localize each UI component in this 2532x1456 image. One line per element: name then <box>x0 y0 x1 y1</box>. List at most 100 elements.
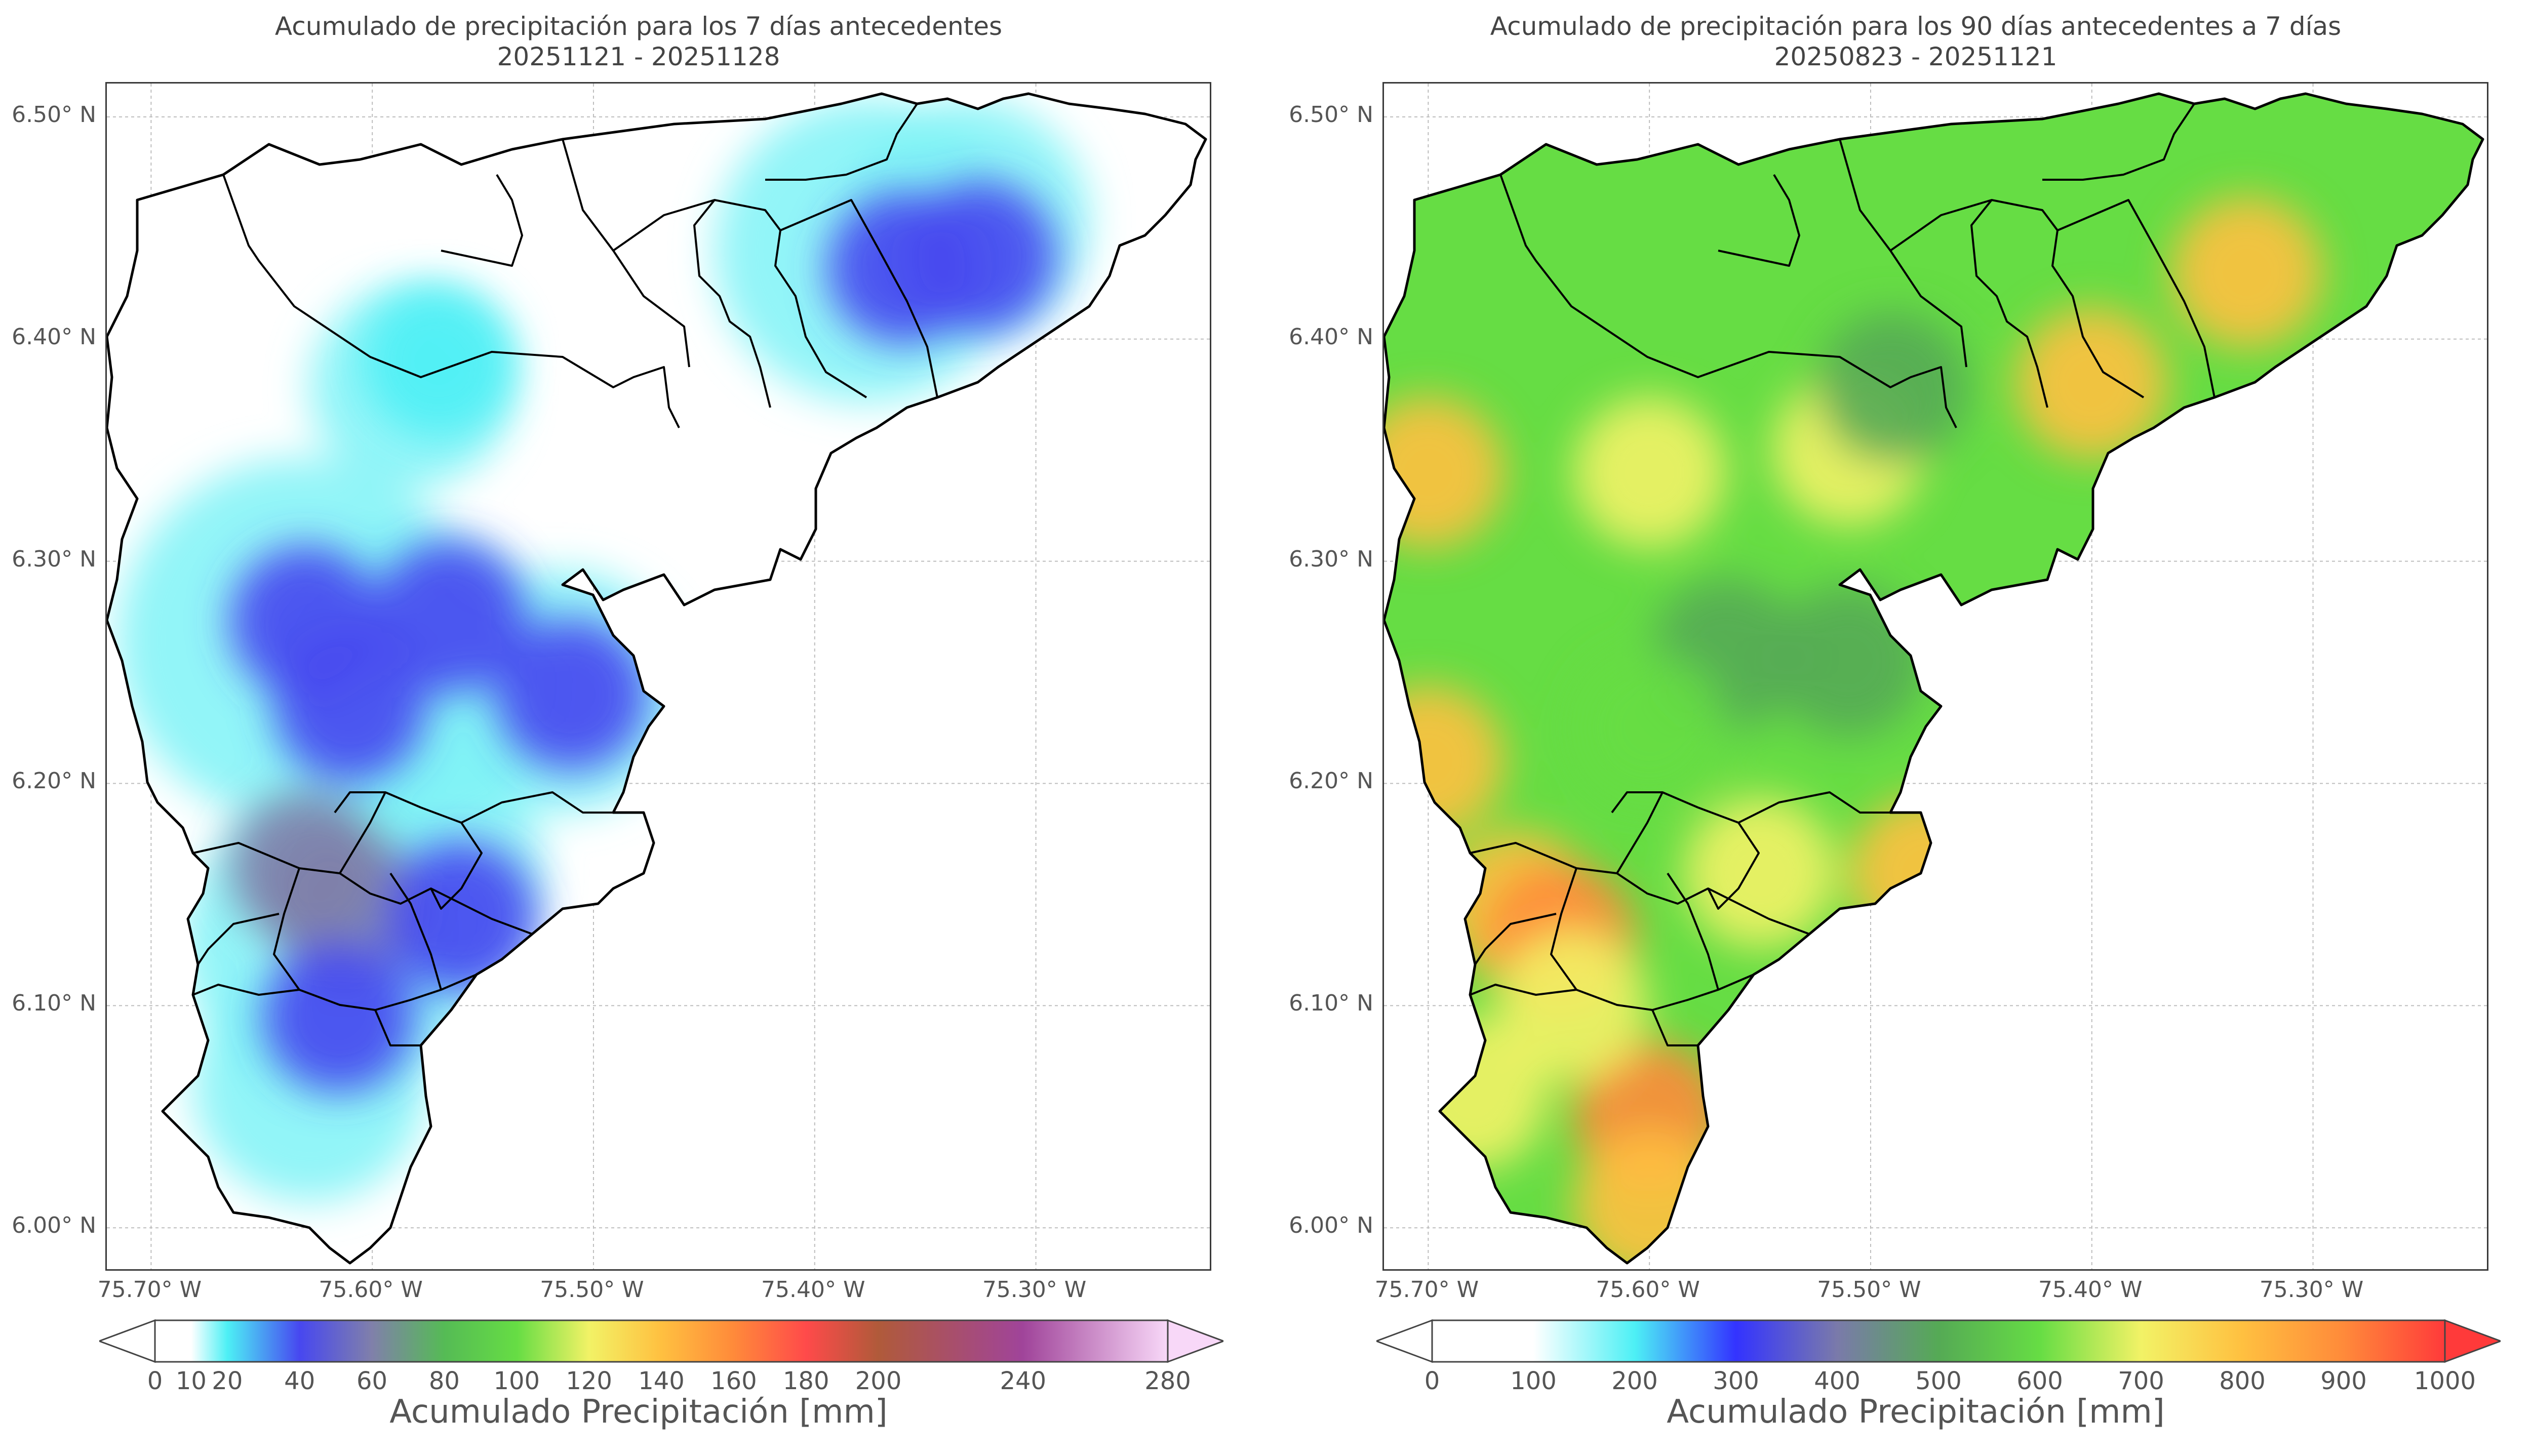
precip-hotspot <box>274 629 426 782</box>
chart-subtitle-text: 20251121 - 20251128 <box>497 42 780 71</box>
municipal-border <box>192 842 533 935</box>
municipal-border <box>192 984 300 996</box>
colorbar-tick-label: 200 <box>855 1367 902 1395</box>
municipal-border <box>780 199 938 398</box>
precip-hotspot <box>2015 307 2168 460</box>
municipal-border <box>562 139 690 368</box>
precip-hotspot <box>1816 312 1969 464</box>
precip-hotspot <box>1772 585 1925 738</box>
municipal-border <box>1470 842 1810 935</box>
municipal-border <box>1474 913 1557 965</box>
region-outline <box>1384 92 2484 1265</box>
colorbar-tick-label: 200 <box>1611 1367 1658 1395</box>
y-tick-label: 6.50° N <box>12 101 96 128</box>
y-tick-label: 6.00° N <box>1289 1212 1373 1239</box>
colorbar-tick-label: 100 <box>493 1367 540 1395</box>
municipal-border <box>374 1009 421 1046</box>
x-tick-label: 75.40° W <box>2038 1277 2143 1303</box>
colorbar-tick-label: 80 <box>428 1367 460 1395</box>
colorbar-tick-label: 900 <box>2320 1367 2367 1395</box>
precip-hotspot <box>1573 396 1726 549</box>
chart-subtitle-text: 20250823 - 20251121 <box>1774 42 2058 71</box>
precip-hotspot <box>1573 652 1726 804</box>
field-hotspots <box>230 181 1057 1093</box>
colorbar-tick-label: 20 <box>212 1367 243 1395</box>
precip-hotspot <box>2170 196 2323 349</box>
colorbar-tick-label: 160 <box>710 1367 757 1395</box>
colorbar-graphic <box>97 1319 1226 1363</box>
y-tick-label: 6.10° N <box>1289 990 1373 1017</box>
colorbar-tick-label: 120 <box>566 1367 612 1395</box>
municipal-border <box>1839 139 1967 368</box>
colorbar-tick-label: 500 <box>1915 1367 1962 1395</box>
map-area <box>1382 82 2488 1271</box>
colorbar-tick-label: 700 <box>2118 1367 2164 1395</box>
municipal-border <box>612 199 867 398</box>
x-tick-label: 75.30° W <box>2259 1277 2364 1303</box>
colorbar <box>97 1318 1226 1364</box>
colorbar-min-extend <box>1374 1319 1433 1363</box>
y-tick-label: 6.10° N <box>12 990 96 1017</box>
municipal-border <box>1738 791 1890 824</box>
municipal-border <box>1718 174 1800 267</box>
colorbar-tick-label: 140 <box>638 1367 685 1395</box>
colorbar-tick-label: 0 <box>1424 1367 1440 1395</box>
region-outline <box>107 92 1207 1265</box>
municipal-border <box>1667 872 1719 990</box>
x-tick-label: 75.70° W <box>1374 1277 1479 1303</box>
municipal-border <box>222 174 680 428</box>
precip-hotspot <box>904 181 1057 333</box>
y-tick-label: 6.20° N <box>12 768 96 794</box>
colorbar-tick-label: 10 <box>175 1367 207 1395</box>
precip-hotspot <box>374 541 526 693</box>
precip-hotspot <box>363 285 515 437</box>
colorbar-tick-label: 300 <box>1713 1367 1759 1395</box>
precip-hotspot <box>1496 929 1648 1082</box>
precipitation-map <box>1384 84 2487 1269</box>
colorbar-max-extend <box>2444 1319 2503 1363</box>
x-tick-label: 75.50° W <box>540 1277 644 1303</box>
municipal-border <box>1499 174 1957 428</box>
precip-hotspot <box>263 941 415 1093</box>
precip-hotspot <box>495 618 648 771</box>
chart-title-text: Acumulado de precipitación para los 90 d… <box>1490 12 2342 41</box>
colorbar-max-extend <box>1167 1319 1226 1363</box>
precip-hotspot <box>1684 796 1836 949</box>
municipal-border <box>693 199 771 408</box>
precipitation-map <box>107 84 1210 1269</box>
chart-title: Acumulado de precipitación para los 90 d… <box>1277 11 2532 72</box>
municipal-border <box>1550 868 1754 1011</box>
left-chart-panel: Acumulado de precipitación para los 7 dí… <box>12 12 1226 1431</box>
colorbar-tick-label: 0 <box>147 1367 163 1395</box>
x-tick-label: 75.60° W <box>319 1277 423 1303</box>
municipal-border <box>461 791 613 824</box>
municipal-border <box>273 868 477 1011</box>
precip-hotspot <box>230 792 382 944</box>
colorbar-label: Acumulado Precipitación [mm] <box>389 1393 888 1431</box>
municipal-border <box>441 174 523 267</box>
colorbar-tick-label: 40 <box>284 1367 315 1395</box>
colorbar-tick-label: 800 <box>2219 1367 2266 1395</box>
colorbar-label: Acumulado Precipitación [mm] <box>1667 1393 2165 1431</box>
colorbar-tick-label: 1000 <box>2414 1367 2476 1395</box>
precip-hotspot <box>384 840 537 993</box>
colorbar-tick-label: 600 <box>2016 1367 2063 1395</box>
municipal-border <box>1651 1009 1698 1046</box>
municipal-border <box>389 872 442 990</box>
y-tick-label: 6.40° N <box>1289 323 1373 350</box>
y-tick-label: 6.30° N <box>1289 546 1373 572</box>
right-chart-panel: Acumulado de precipitación para los 90 d… <box>1277 0 2532 1456</box>
y-tick-label: 6.20° N <box>1289 768 1373 794</box>
colorbar-gradient <box>154 1319 1169 1363</box>
colorbar-tick-label: 400 <box>1814 1367 1861 1395</box>
colorbar-tick-label: 280 <box>1144 1367 1191 1395</box>
colorbar-min-extend <box>97 1319 156 1363</box>
precipitation-field <box>107 94 1206 1263</box>
municipal-border <box>197 913 280 965</box>
chart-title-text: Acumulado de precipitación para los 7 dí… <box>274 12 1003 41</box>
y-tick-label: 6.00° N <box>12 1212 96 1239</box>
y-tick-label: 6.40° N <box>12 323 96 350</box>
colorbar <box>1374 1318 2503 1364</box>
municipal-border <box>1616 792 1664 874</box>
x-tick-label: 75.70° W <box>97 1277 202 1303</box>
